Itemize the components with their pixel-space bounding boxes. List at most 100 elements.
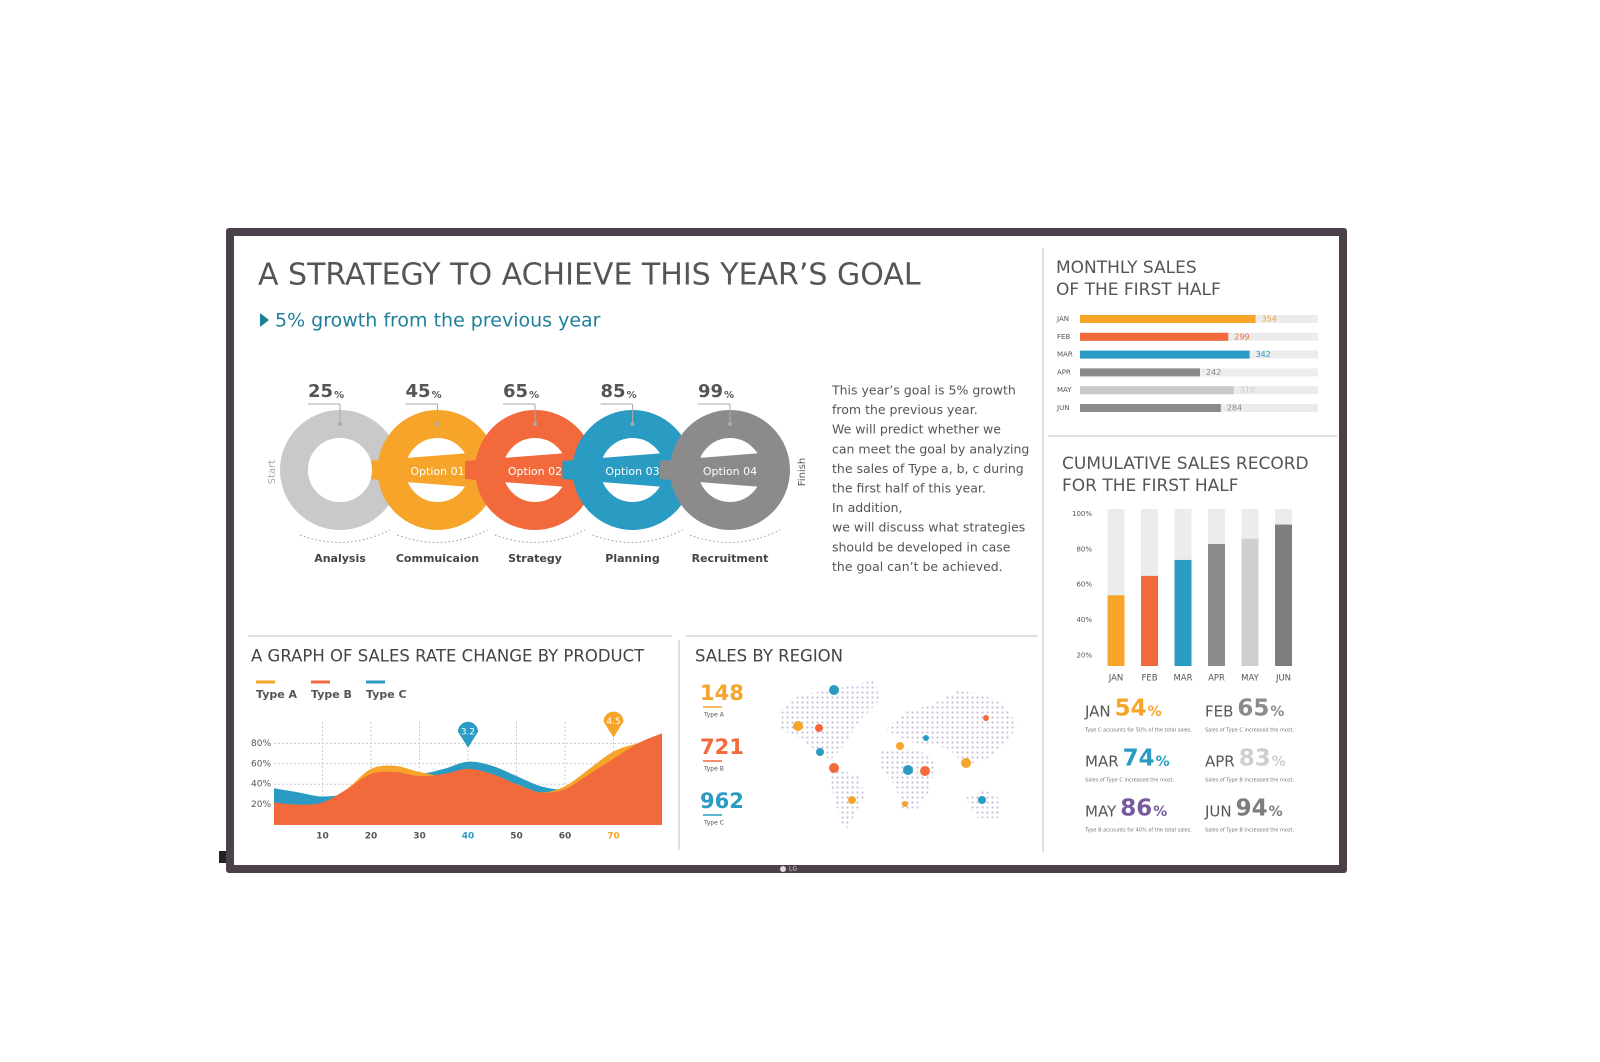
y-tick-label: 20% (1076, 651, 1092, 659)
description-line: we will discuss what strategies (832, 520, 1025, 535)
continent (965, 790, 1002, 818)
note: Type B accounts for 40% of the total sal… (1084, 828, 1192, 834)
big-value: 65 (1237, 696, 1269, 722)
y-tick-label: JUN (1056, 404, 1069, 412)
y-tick-label: APR (1057, 368, 1071, 376)
y-tick-label: 40% (1076, 616, 1092, 624)
dotted-arc (397, 529, 488, 543)
continent (880, 748, 935, 812)
side-button (219, 851, 226, 863)
note: Sales of Type C increased the most. (1085, 778, 1175, 784)
dotted-arc (592, 529, 683, 543)
x-tick-label: APR (1208, 674, 1225, 684)
connector-dot (533, 422, 537, 426)
bar (1241, 538, 1259, 666)
region-value: 721 (700, 735, 744, 759)
x-tick-label: 70 (607, 832, 620, 842)
legend-label: Type C (366, 688, 407, 701)
step-value: 85 (601, 381, 626, 402)
y-tick-label: 60% (251, 759, 271, 769)
description-line: This year’s goal is 5% growth (831, 383, 1016, 398)
y-tick-label: 100% (1072, 510, 1092, 518)
value-label: 354 (1262, 315, 1277, 324)
step-value: 99 (698, 381, 723, 402)
logo-mark (780, 866, 786, 872)
big-unit: % (1153, 804, 1167, 820)
step-value: 25 (308, 381, 333, 402)
x-tick-label: JAN (1108, 674, 1124, 684)
description-line: In addition, (832, 500, 903, 515)
x-tick-label: 20 (365, 832, 378, 842)
big-unit: % (1272, 754, 1286, 770)
title: A STRATEGY TO ACHIEVE THIS YEAR’S GOAL (258, 258, 921, 293)
annotation-pin (603, 711, 624, 738)
step-value: 45 (406, 381, 431, 402)
pin (815, 724, 823, 732)
x-tick-label: FEB (1141, 674, 1157, 684)
step-label: Commuicaion (396, 552, 479, 565)
big-value: 94 (1236, 796, 1268, 822)
y-tick-label: JAN (1056, 315, 1069, 323)
value-label: 342 (1256, 350, 1271, 359)
bar (1080, 386, 1234, 395)
step-label: Strategy (508, 552, 562, 565)
x-tick-label: 30 (413, 832, 426, 842)
y-tick-label: FEB (1057, 333, 1070, 341)
annotation-label: 3.2 (461, 727, 475, 737)
y-tick-label: MAY (1057, 386, 1072, 394)
description-line: can meet the goal by analyzing (832, 441, 1029, 456)
option-label: Option 01 (410, 465, 464, 478)
legend-label: Type B (311, 688, 352, 701)
description-line: We will predict whether we (832, 422, 1001, 437)
big-value: 74 (1123, 746, 1155, 772)
x-tick-label: 50 (510, 832, 523, 842)
y-tick-label: 40% (251, 780, 271, 790)
note: Sales of Type B increased the most. (1205, 778, 1295, 784)
x-tick-label: 40 (462, 832, 475, 842)
ring-hole (308, 438, 372, 502)
value-label: 242 (1206, 368, 1221, 377)
x-tick-label: MAY (1241, 674, 1259, 684)
value-label: 299 (1234, 332, 1249, 341)
step-unit: % (627, 390, 637, 401)
big-month: MAR (1085, 753, 1119, 771)
bar (1080, 404, 1221, 412)
step-unit: % (529, 390, 539, 401)
connector-dot (338, 422, 342, 426)
big-unit: % (1148, 704, 1162, 720)
step-value: 65 (503, 381, 528, 402)
step-label: Recruitment (692, 552, 769, 565)
bar (1080, 332, 1229, 341)
step-label: Planning (605, 552, 659, 565)
legend-label: Type A (256, 688, 298, 701)
chart-title: FOR THE FIRST HALF (1062, 476, 1239, 496)
region-label: Type B (703, 766, 724, 773)
x-tick-label: MAR (1173, 674, 1192, 684)
big-value: 54 (1115, 696, 1147, 722)
brand: LG (789, 866, 797, 873)
bullet (260, 313, 269, 327)
big-value: 86 (1120, 796, 1152, 822)
chart-title: OF THE FIRST HALF (1056, 280, 1221, 300)
description-line: the first half of this year. (832, 481, 986, 496)
note: Type C accounts for 50% of the total sal… (1084, 728, 1192, 734)
pin (829, 685, 839, 695)
ribbon (367, 453, 470, 487)
section-title: SALES BY REGION (695, 647, 843, 666)
continent (830, 768, 865, 832)
chart-title: MONTHLY SALES (1056, 258, 1197, 278)
continent (778, 680, 880, 760)
bar (1080, 350, 1250, 359)
chart-title: CUMULATIVE SALES RECORD (1062, 454, 1309, 474)
region-label: Type C (703, 820, 724, 827)
option-label: Option 03 (605, 465, 659, 478)
chart-title: A GRAPH OF SALES RATE CHANGE BY PRODUCT (251, 647, 645, 666)
pin (896, 742, 904, 750)
dotted-arc (299, 529, 391, 543)
ribbon (562, 453, 665, 487)
bar (1174, 559, 1192, 666)
continent (885, 690, 1018, 765)
y-tick-label: 80% (1076, 545, 1092, 553)
value-label: 310 (1240, 386, 1255, 395)
